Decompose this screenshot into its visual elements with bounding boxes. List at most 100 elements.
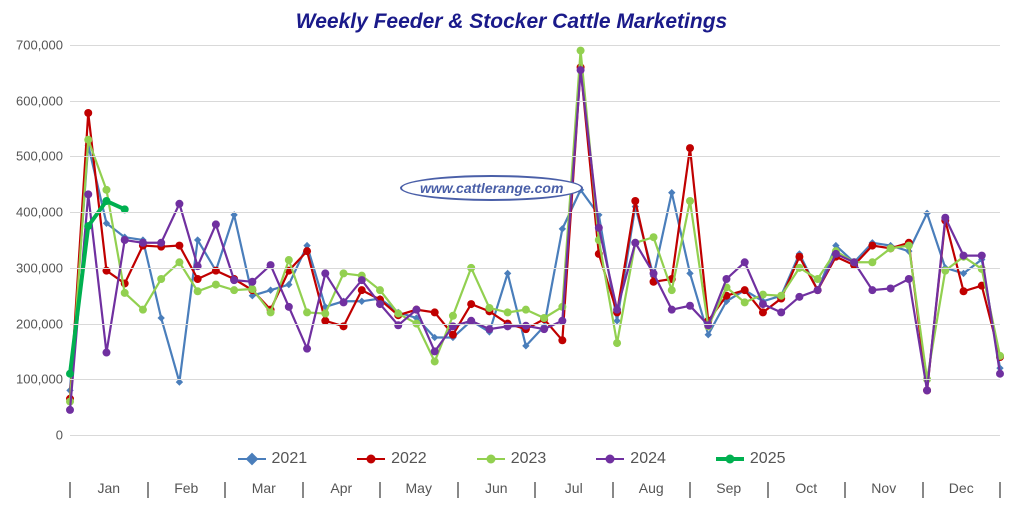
series-marker-2022 — [795, 253, 803, 261]
gridline — [70, 101, 1000, 102]
series-marker-2023 — [376, 286, 384, 294]
legend: 20212022202320242025 — [0, 450, 1023, 468]
series-marker-2023 — [340, 269, 348, 277]
gridline — [70, 156, 1000, 157]
x-axis-separator — [224, 482, 226, 498]
x-axis-label: May — [406, 480, 432, 496]
legend-item-2025: 2025 — [716, 450, 786, 468]
x-axis-label: Feb — [174, 480, 198, 496]
series-marker-2024 — [668, 306, 676, 314]
series-marker-2023 — [485, 304, 493, 312]
x-axis-separator — [844, 482, 846, 498]
legend-item-2023: 2023 — [477, 450, 547, 468]
x-axis-separator — [767, 482, 769, 498]
series-marker-2024 — [887, 284, 895, 292]
series-marker-2024 — [814, 286, 822, 294]
gridline — [70, 379, 1000, 380]
series-marker-2021 — [559, 225, 566, 232]
x-axis-label: Oct — [795, 480, 817, 496]
series-marker-2023 — [175, 258, 183, 266]
series-marker-2023 — [613, 339, 621, 347]
series-marker-2024 — [850, 258, 858, 266]
series-marker-2024 — [759, 300, 767, 308]
chart-svg — [70, 45, 1000, 435]
series-marker-2021 — [668, 189, 675, 196]
series-marker-2024 — [358, 276, 366, 284]
y-axis-label: 300,000 — [16, 260, 63, 275]
series-marker-2024 — [340, 298, 348, 306]
y-axis-label: 500,000 — [16, 149, 63, 164]
series-marker-2024 — [777, 308, 785, 316]
series-marker-2025 — [84, 222, 92, 230]
series-marker-2024 — [230, 276, 238, 284]
x-axis-separator — [69, 482, 71, 498]
series-marker-2024 — [795, 293, 803, 301]
gridline — [70, 268, 1000, 269]
y-axis-label: 600,000 — [16, 93, 63, 108]
series-marker-2024 — [412, 306, 420, 314]
series-marker-2024 — [540, 325, 548, 333]
x-axis-separator — [689, 482, 691, 498]
x-axis-label: Mar — [252, 480, 276, 496]
series-marker-2022 — [84, 109, 92, 117]
series-marker-2022 — [467, 300, 475, 308]
legend-swatch — [716, 457, 744, 461]
watermark: www.cattlerange.com — [400, 175, 583, 201]
series-marker-2024 — [175, 200, 183, 208]
series-marker-2025 — [102, 197, 110, 205]
series-marker-2022 — [431, 308, 439, 316]
x-axis-separator — [457, 482, 459, 498]
series-marker-2023 — [887, 244, 895, 252]
series-marker-2023 — [121, 289, 129, 297]
legend-swatch — [477, 458, 505, 460]
series-marker-2021 — [923, 210, 930, 217]
x-axis-separator — [302, 482, 304, 498]
x-axis-label: Dec — [949, 480, 974, 496]
series-marker-2021 — [157, 314, 164, 321]
x-axis-separator — [999, 482, 1001, 498]
chart-title: Weekly Feeder & Stocker Cattle Marketing… — [0, 10, 1023, 34]
series-marker-2023 — [504, 308, 512, 316]
x-axis-label: Apr — [330, 480, 352, 496]
legend-label: 2023 — [511, 450, 547, 468]
series-marker-2024 — [248, 278, 256, 286]
series-marker-2023 — [303, 308, 311, 316]
series-marker-2024 — [613, 306, 621, 314]
series-marker-2024 — [722, 275, 730, 283]
series-marker-2022 — [686, 144, 694, 152]
series-line-2024 — [70, 70, 1000, 410]
x-axis-label: Jul — [565, 480, 583, 496]
series-marker-2023 — [577, 47, 585, 55]
series-marker-2024 — [66, 406, 74, 414]
legend-swatch — [238, 458, 266, 460]
series-marker-2024 — [139, 239, 147, 247]
y-axis-label: 100,000 — [16, 372, 63, 387]
series-marker-2024 — [686, 302, 694, 310]
series-marker-2024 — [157, 239, 165, 247]
series-marker-2022 — [868, 242, 876, 250]
x-axis-label: Nov — [871, 480, 896, 496]
x-axis-separator — [147, 482, 149, 498]
legend-label: 2024 — [630, 450, 666, 468]
x-axis-separator — [922, 482, 924, 498]
series-marker-2024 — [431, 347, 439, 355]
x-axis-separator — [379, 482, 381, 498]
series-marker-2025 — [66, 370, 74, 378]
series-marker-2022 — [194, 275, 202, 283]
x-axis-separator — [612, 482, 614, 498]
series-marker-2023 — [540, 314, 548, 322]
series-marker-2023 — [248, 285, 256, 293]
y-axis-label: 700,000 — [16, 38, 63, 53]
legend-item-2024: 2024 — [596, 450, 666, 468]
series-marker-2024 — [577, 66, 585, 74]
series-marker-2024 — [194, 262, 202, 270]
series-marker-2023 — [102, 186, 110, 194]
series-marker-2023 — [230, 286, 238, 294]
series-marker-2023 — [777, 292, 785, 300]
series-marker-2024 — [741, 258, 749, 266]
series-marker-2021 — [267, 286, 274, 293]
series-marker-2021 — [285, 281, 292, 288]
series-marker-2023 — [668, 286, 676, 294]
series-marker-2024 — [376, 300, 384, 308]
series-marker-2023 — [212, 281, 220, 289]
